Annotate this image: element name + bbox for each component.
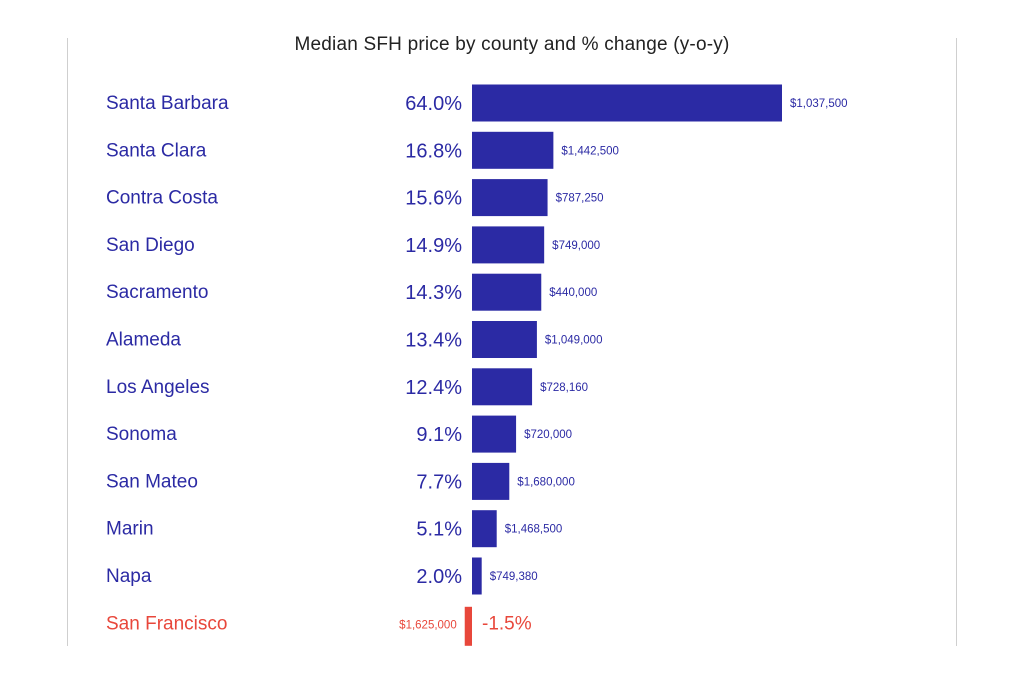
category-label: Santa Clara — [106, 140, 207, 161]
bar — [472, 415, 517, 453]
percent-change-label: 64.0% — [405, 93, 462, 115]
median-price-label: $720,000 — [524, 429, 572, 441]
median-price-label: $1,049,000 — [545, 335, 603, 347]
bar — [472, 368, 533, 406]
percent-change-label: 12.4% — [405, 377, 462, 399]
median-price-label: $1,037,500 — [790, 98, 848, 110]
percent-change-label: 16.8% — [405, 140, 462, 162]
percent-change-label: 14.9% — [405, 235, 462, 257]
bar — [472, 557, 482, 595]
bar — [472, 273, 542, 311]
category-label: San Mateo — [106, 471, 198, 492]
percent-change-label: 2.0% — [416, 566, 462, 588]
median-price-label: $440,000 — [549, 287, 597, 299]
frame-left-divider — [67, 38, 68, 646]
category-label: Alameda — [106, 330, 181, 351]
percent-change-label: -1.5% — [482, 613, 532, 634]
bar — [472, 131, 554, 169]
percent-change-label: 14.3% — [405, 282, 462, 304]
chart-title: Median SFH price by county and % change … — [294, 34, 730, 55]
median-price-label: $1,680,000 — [517, 476, 575, 488]
category-label: Marin — [106, 519, 154, 540]
bar — [472, 321, 537, 358]
median-price-label: $728,160 — [540, 382, 588, 394]
percent-change-label: 13.4% — [405, 330, 462, 352]
category-label: Sonoma — [106, 424, 177, 445]
median-price-label: $1,625,000 — [399, 619, 457, 631]
bar — [472, 84, 782, 122]
median-price-label: $1,468,500 — [505, 524, 563, 536]
category-label: Santa Barbara — [106, 93, 229, 114]
median-price-label: $749,380 — [490, 571, 538, 583]
category-label: Sacramento — [106, 282, 208, 303]
bar — [472, 179, 548, 217]
median-price-label: $1,442,500 — [561, 145, 619, 157]
category-label: San Francisco — [106, 613, 227, 634]
percent-change-label: 7.7% — [416, 471, 462, 493]
percent-change-label: 15.6% — [405, 188, 462, 210]
category-label: San Diego — [106, 235, 195, 256]
percent-change-label: 9.1% — [416, 424, 462, 446]
bar — [464, 606, 472, 646]
bar — [472, 462, 510, 500]
category-label: Napa — [106, 566, 152, 587]
median-price-label: $787,250 — [556, 193, 604, 205]
frame-right-divider — [956, 38, 957, 646]
bar — [472, 510, 497, 548]
median-price-label: $749,000 — [552, 240, 600, 252]
percent-change-label: 5.1% — [416, 519, 462, 541]
category-label: Contra Costa — [106, 188, 218, 209]
category-label: Los Angeles — [106, 377, 210, 398]
bar — [472, 226, 545, 264]
